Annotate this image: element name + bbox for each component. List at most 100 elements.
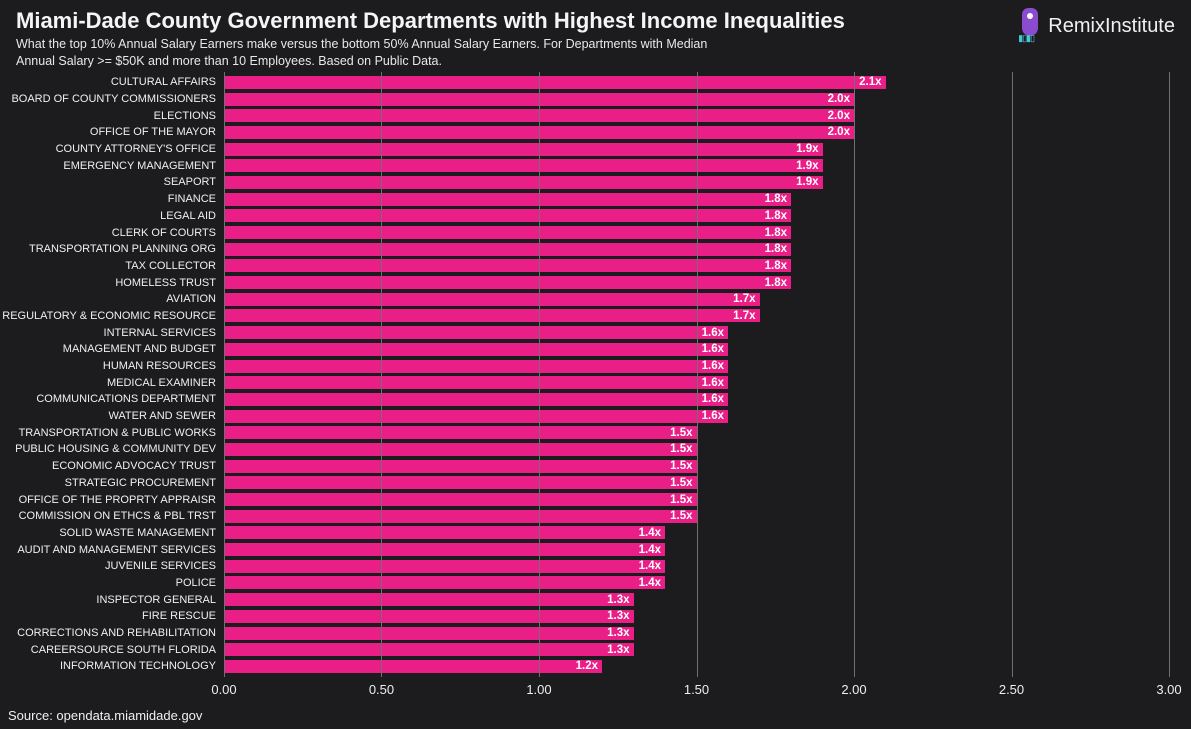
y-axis-label: CORRECTIONS AND REHABILITATION xyxy=(17,627,216,639)
x-tick-label: 2.50 xyxy=(999,682,1024,697)
gridline xyxy=(697,72,698,677)
bar-value-label: 1.8x xyxy=(765,193,787,205)
gridline xyxy=(1169,72,1170,677)
bar-value-label: 1.5x xyxy=(670,427,692,439)
y-axis-label: INTERNAL SERVICES xyxy=(104,327,216,339)
bar: 1.6x xyxy=(224,343,728,356)
y-axis-label: CLERK OF COURTS xyxy=(112,227,216,239)
bar: 1.8x xyxy=(224,193,791,206)
bar: 1.5x xyxy=(224,493,697,506)
bar: 1.5x xyxy=(224,443,697,456)
y-axis-label: PUBLIC HOUSING & COMMUNITY DEV xyxy=(15,443,216,455)
bar-value-label: 1.9x xyxy=(796,143,818,155)
bar: 1.4x xyxy=(224,543,665,556)
bar: 1.6x xyxy=(224,360,728,373)
y-axis-label: JUVENILE SERVICES xyxy=(105,560,216,572)
y-axis-label: SEAPORT xyxy=(164,176,216,188)
bar-value-label: 1.8x xyxy=(765,260,787,272)
bar-value-label: 1.9x xyxy=(796,176,818,188)
bar-value-label: 1.5x xyxy=(670,477,692,489)
y-axis-label: AUDIT AND MANAGEMENT SERVICES xyxy=(17,544,216,556)
y-axis-label: ELECTIONS xyxy=(154,110,216,122)
gridline xyxy=(854,72,855,677)
bar-value-label: 1.6x xyxy=(702,410,724,422)
bar: 1.8x xyxy=(224,226,791,239)
chart-area: CULTURAL AFFAIRS2.1xBOARD OF COUNTY COMM… xyxy=(0,72,1191,701)
bar-value-label: 1.2x xyxy=(576,660,598,672)
y-axis-label: FINANCE xyxy=(168,193,216,205)
bar-value-label: 1.5x xyxy=(670,443,692,455)
x-tick-label: 3.00 xyxy=(1156,682,1181,697)
bar: 1.3x xyxy=(224,627,634,640)
x-tick-label: 0.50 xyxy=(369,682,394,697)
bar-value-label: 1.8x xyxy=(765,243,787,255)
bar: 1.4x xyxy=(224,576,665,589)
y-axis-label: MEDICAL EXAMINER xyxy=(107,377,216,389)
bar-value-label: 1.6x xyxy=(702,343,724,355)
bar-value-label: 1.5x xyxy=(670,510,692,522)
plot-inner: CULTURAL AFFAIRS2.1xBOARD OF COUNTY COMM… xyxy=(224,72,1169,677)
brand-logo: ▮▯▮▯ RemixInstitute xyxy=(1018,8,1175,44)
y-axis-label: CULTURAL AFFAIRS xyxy=(111,76,216,88)
y-axis-label: TRANSPORTATION PLANNING ORG xyxy=(29,243,216,255)
y-axis-label: INFORMATION TECHNOLOGY xyxy=(60,660,216,672)
bar: 1.6x xyxy=(224,393,728,406)
x-tick-label: 1.00 xyxy=(526,682,551,697)
source-text: Source: opendata.miamidade.gov xyxy=(8,708,202,723)
gridline xyxy=(381,72,382,677)
y-axis-label: AVIATION xyxy=(166,293,216,305)
header: Miami-Dade County Government Departments… xyxy=(0,0,1191,74)
bar-value-label: 1.6x xyxy=(702,360,724,372)
bar: 1.8x xyxy=(224,276,791,289)
y-axis-label: ECONOMIC ADVOCACY TRUST xyxy=(52,460,216,472)
gridline xyxy=(1012,72,1013,677)
y-axis-label: SOLID WASTE MANAGEMENT xyxy=(59,527,216,539)
bar-value-label: 1.5x xyxy=(670,494,692,506)
y-axis-label: COMMUNICATIONS DEPARTMENT xyxy=(36,393,216,405)
gridline xyxy=(224,72,225,677)
bar: 1.6x xyxy=(224,326,728,339)
bar-value-label: 1.3x xyxy=(607,627,629,639)
bar: 1.9x xyxy=(224,143,823,156)
bar-value-label: 2.1x xyxy=(859,76,881,88)
bar-value-label: 1.8x xyxy=(765,277,787,289)
y-axis-label: TAX COLLECTOR xyxy=(125,260,216,272)
bar: 1.5x xyxy=(224,510,697,523)
bar-value-label: 1.4x xyxy=(639,527,661,539)
chart-subtitle: What the top 10% Annual Salary Earners m… xyxy=(16,36,736,70)
bar-value-label: 1.7x xyxy=(733,310,755,322)
y-axis-label: HUMAN RESOURCES xyxy=(103,360,216,372)
bar: 1.7x xyxy=(224,309,760,322)
y-axis-label: EMERGENCY MANAGEMENT xyxy=(63,160,216,172)
x-tick-label: 0.00 xyxy=(211,682,236,697)
bar-value-label: 1.4x xyxy=(639,577,661,589)
bar-value-label: 2.0x xyxy=(828,110,850,122)
bar-value-label: 2.0x xyxy=(828,93,850,105)
bar-value-label: 1.6x xyxy=(702,393,724,405)
bar-value-label: 1.4x xyxy=(639,544,661,556)
brand-name: RemixInstitute xyxy=(1048,15,1175,38)
x-tick-label: 2.00 xyxy=(841,682,866,697)
y-axis-label: REGULATORY & ECONOMIC RESOURCE xyxy=(2,310,216,322)
bar: 1.5x xyxy=(224,426,697,439)
y-axis-label: OFFICE OF THE PROPRTY APPRAISR xyxy=(19,494,216,506)
bar: 1.7x xyxy=(224,293,760,306)
bar: 1.9x xyxy=(224,159,823,172)
y-axis-label: COMMISSION ON ETHCS & PBL TRST xyxy=(19,510,216,522)
chart-title: Miami-Dade County Government Departments… xyxy=(16,8,1018,34)
bar: 1.4x xyxy=(224,526,665,539)
bar-value-label: 1.3x xyxy=(607,594,629,606)
y-axis-label: COUNTY ATTORNEY'S OFFICE xyxy=(56,143,216,155)
bar-value-label: 1.3x xyxy=(607,644,629,656)
bar-value-label: 1.8x xyxy=(765,227,787,239)
bar: 1.5x xyxy=(224,476,697,489)
bar-value-label: 1.5x xyxy=(670,460,692,472)
bar: 1.2x xyxy=(224,660,602,673)
y-axis-label: MANAGEMENT AND BUDGET xyxy=(63,343,216,355)
bar: 1.8x xyxy=(224,209,791,222)
bar: 1.3x xyxy=(224,610,634,623)
y-axis-label: HOMELESS TRUST xyxy=(115,277,216,289)
bar-value-label: 1.8x xyxy=(765,210,787,222)
y-axis-label: TRANSPORTATION & PUBLIC WORKS xyxy=(19,427,216,439)
y-axis-label: LEGAL AID xyxy=(160,210,216,222)
